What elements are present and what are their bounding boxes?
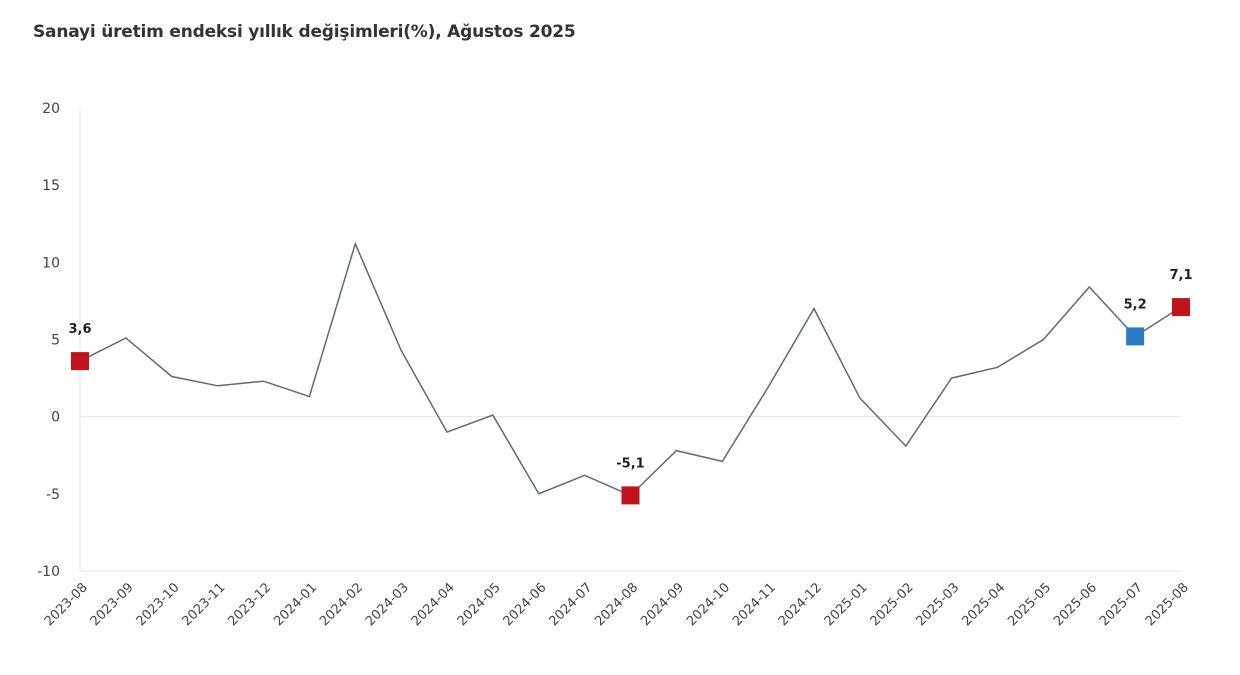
data-point-marker [621,486,640,505]
x-tick-label: 2025-07 [1097,580,1146,629]
x-tick-label: 2025-05 [1005,580,1054,629]
data-point-label: -5,1 [616,456,644,471]
x-tick-label: 2025-01 [822,580,871,629]
data-point-marker [71,352,89,371]
x-tick-label: 2025-02 [868,580,917,629]
y-tick-label: -10 [37,564,60,580]
y-tick-label: 20 [42,101,60,117]
y-tick-label: 10 [42,255,60,271]
plot-area: 3,6 -5,1 5,2 7,1 [68,241,1193,505]
x-tick-label: 2023-09 [88,580,137,629]
x-tick-label: 2024-10 [684,580,733,629]
x-tick-label: 2024-03 [363,580,412,629]
x-tick-label: 2023-08 [42,580,91,629]
x-tick-label: 2024-01 [271,580,320,629]
y-tick-label: -5 [46,487,60,503]
x-tick-label: 2024-12 [776,580,825,629]
y-tick-label: 15 [42,178,60,194]
y-axis: 20 15 10 5 0 -5 -10 [37,101,81,580]
x-tick-label: 2024-07 [546,580,595,629]
x-tick-label: 2023-12 [225,580,274,629]
x-tick-label: 2024-05 [455,580,504,629]
y-tick-label: 0 [51,410,60,426]
x-tick-label: 2024-02 [317,580,366,629]
y-tick-label: 5 [51,333,60,349]
data-point-marker [1126,327,1145,346]
x-axis: 2023-082023-092023-102023-112023-122024-… [42,570,1192,629]
x-tick-label: 2024-04 [409,580,458,629]
x-tick-label: 2024-06 [501,580,550,629]
data-point-label: 3,6 [68,322,91,337]
x-tick-label: 2025-08 [1143,580,1192,629]
x-tick-label: 2023-11 [179,580,228,629]
x-tick-label: 2024-08 [592,580,641,629]
x-tick-label: 2023-10 [134,580,183,629]
x-tick-label: 2025-03 [913,580,962,629]
data-point-label: 5,2 [1124,297,1147,312]
data-point-marker [1172,298,1190,317]
x-tick-label: 2024-09 [638,580,687,629]
chart-title: Sanayi üretim endeksi yıllık değişimleri… [33,22,576,42]
x-tick-label: 2024-11 [730,580,779,629]
x-tick-label: 2025-06 [1051,580,1100,629]
data-point-label: 7,1 [1169,268,1192,283]
x-tick-label: 2025-04 [959,580,1008,629]
